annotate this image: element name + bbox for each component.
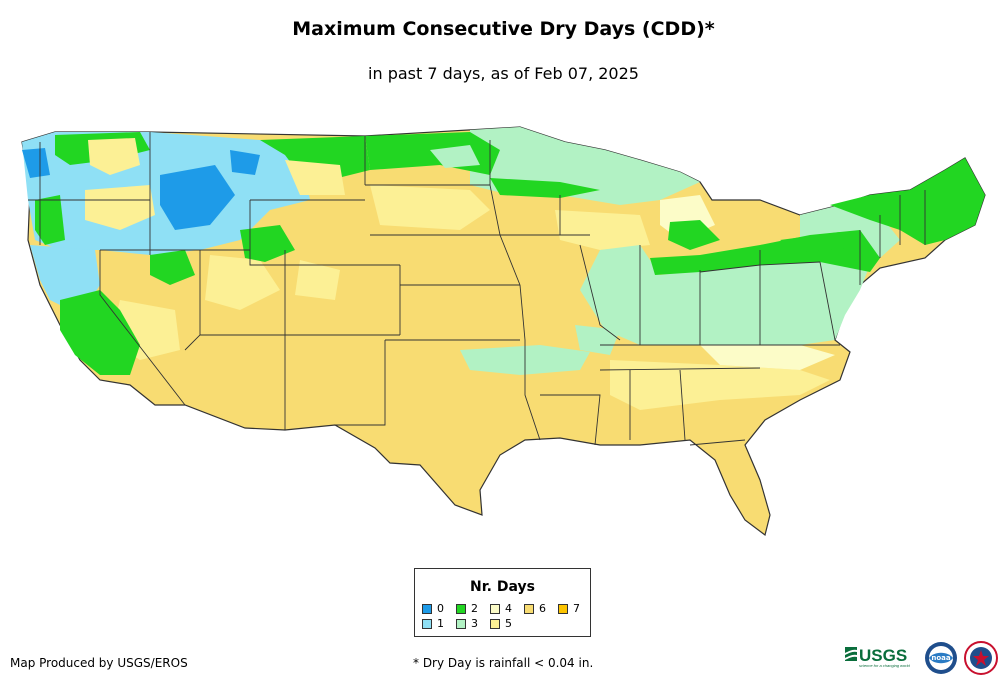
legend-swatch-5	[490, 619, 500, 629]
noaa-logo: noaa	[925, 642, 957, 674]
legend-item-1: 1	[422, 618, 444, 631]
usgs-logo: USGS science for a changing world	[845, 646, 910, 668]
legend-item-7: 7	[558, 603, 580, 616]
region-3-days-east	[580, 245, 870, 345]
legend-item-5: 5	[490, 618, 512, 631]
legend-item-3: 3	[456, 618, 478, 631]
legend-item-0: 0	[422, 603, 444, 616]
region-2-days-california	[60, 290, 140, 375]
legend-swatch-2	[456, 604, 466, 614]
producer-credit: Map Produced by USGS/EROS	[10, 656, 188, 670]
legend-item-4: 4	[490, 603, 512, 616]
state-boundaries	[28, 132, 926, 446]
svg-text:USGS: USGS	[859, 646, 907, 665]
nws-logo	[964, 641, 998, 675]
legend-item-2: 2	[456, 603, 478, 616]
legend-title: Nr. Days	[470, 579, 535, 595]
svg-text:science for a changing world: science for a changing world	[859, 663, 910, 668]
legend-swatch-6	[524, 604, 534, 614]
legend-item-6: 6	[524, 603, 546, 616]
map-title: Maximum Consecutive Dry Days (CDD)*	[292, 18, 715, 40]
svg-text:noaa: noaa	[931, 654, 951, 662]
map-subtitle: in past 7 days, as of Feb 07, 2025	[368, 64, 639, 83]
legend-swatch-7	[558, 604, 568, 614]
legend-swatch-3	[456, 619, 466, 629]
legend: Nr. Days 0 1 2 3 4 5 6 7	[414, 568, 591, 637]
dry-day-footnote: * Dry Day is rainfall < 0.04 in.	[413, 656, 594, 670]
legend-swatch-0	[422, 604, 432, 614]
legend-swatch-4	[490, 604, 500, 614]
legend-swatch-1	[422, 619, 432, 629]
